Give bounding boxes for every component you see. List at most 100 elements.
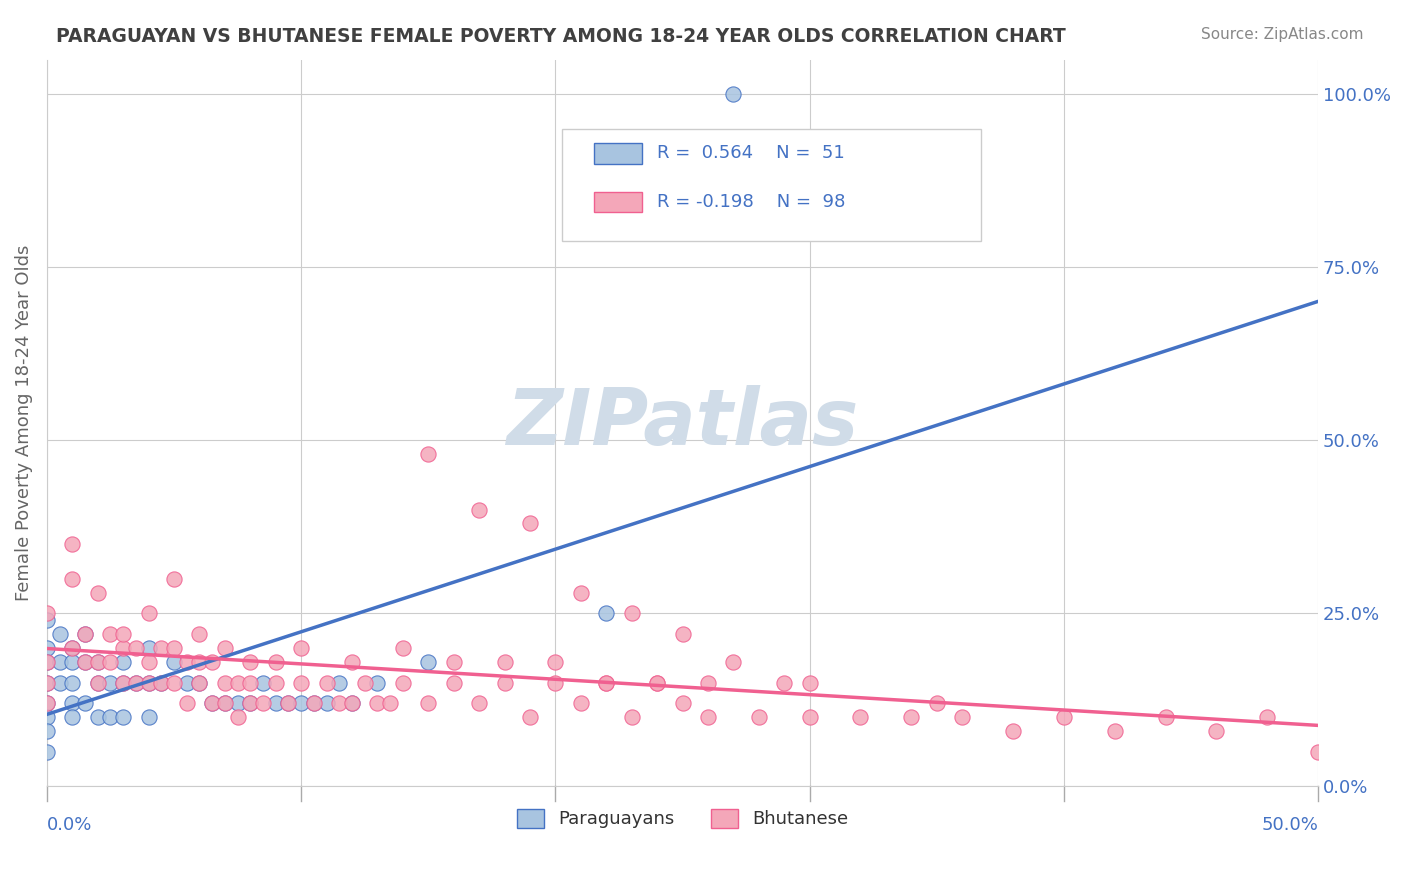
Point — [1154, 710, 1177, 724]
Point — [468, 502, 491, 516]
Point — [176, 675, 198, 690]
Text: 50.0%: 50.0% — [1261, 815, 1319, 833]
Point — [112, 710, 135, 724]
Point — [723, 87, 745, 102]
Point — [138, 655, 160, 669]
Point — [35, 655, 58, 669]
Point — [188, 627, 211, 641]
Point — [138, 607, 160, 621]
Point — [569, 585, 592, 599]
Point — [366, 675, 388, 690]
Point — [773, 675, 796, 690]
Point — [645, 675, 668, 690]
Point — [328, 675, 350, 690]
Point — [201, 655, 224, 669]
Point — [595, 607, 617, 621]
Point — [595, 675, 617, 690]
FancyBboxPatch shape — [593, 192, 641, 212]
Point — [277, 697, 299, 711]
Point — [112, 655, 135, 669]
Point — [315, 697, 337, 711]
Point — [252, 675, 274, 690]
Point — [73, 655, 96, 669]
Point — [697, 675, 720, 690]
Point — [239, 655, 262, 669]
Point — [35, 675, 58, 690]
Point — [315, 675, 337, 690]
Point — [544, 675, 567, 690]
Point — [264, 697, 287, 711]
Point — [378, 697, 401, 711]
Point — [73, 627, 96, 641]
Point — [73, 627, 96, 641]
Point — [264, 675, 287, 690]
Point — [252, 697, 274, 711]
Point — [73, 697, 96, 711]
Point — [35, 697, 58, 711]
Point — [226, 675, 249, 690]
Point — [468, 697, 491, 711]
Point — [443, 675, 465, 690]
Point — [353, 675, 375, 690]
Point — [100, 710, 122, 724]
Point — [302, 697, 325, 711]
Point — [150, 675, 173, 690]
Point — [100, 627, 122, 641]
Point — [138, 640, 160, 655]
Point — [620, 607, 643, 621]
Point — [163, 655, 186, 669]
Point — [392, 675, 415, 690]
Point — [418, 697, 440, 711]
Point — [645, 675, 668, 690]
Point — [239, 697, 262, 711]
Point — [544, 655, 567, 669]
Point — [87, 675, 110, 690]
Point — [290, 675, 312, 690]
Point — [138, 710, 160, 724]
Point — [188, 675, 211, 690]
Legend: Paraguayans, Bhutanese: Paraguayans, Bhutanese — [509, 802, 855, 836]
Point — [138, 675, 160, 690]
Point — [60, 675, 83, 690]
Point — [35, 710, 58, 724]
Point — [201, 697, 224, 711]
Point — [214, 640, 236, 655]
Point — [277, 697, 299, 711]
Point — [340, 697, 363, 711]
Point — [112, 675, 135, 690]
Point — [1002, 724, 1025, 739]
Point — [125, 640, 148, 655]
Point — [35, 607, 58, 621]
Point — [671, 697, 693, 711]
Point — [112, 675, 135, 690]
Point — [163, 572, 186, 586]
Point — [87, 710, 110, 724]
Point — [100, 675, 122, 690]
Text: Source: ZipAtlas.com: Source: ZipAtlas.com — [1201, 27, 1364, 42]
Point — [799, 710, 821, 724]
Point — [48, 627, 70, 641]
Point — [214, 697, 236, 711]
Point — [900, 710, 922, 724]
Point — [35, 640, 58, 655]
Point — [87, 675, 110, 690]
Point — [112, 640, 135, 655]
FancyBboxPatch shape — [562, 128, 981, 242]
Point — [35, 697, 58, 711]
Point — [519, 710, 541, 724]
Point — [264, 655, 287, 669]
Point — [302, 697, 325, 711]
Point — [290, 697, 312, 711]
Text: ZIPatlas: ZIPatlas — [506, 385, 859, 461]
Point — [925, 697, 948, 711]
Point — [100, 655, 122, 669]
Point — [138, 675, 160, 690]
Point — [748, 710, 770, 724]
Point — [595, 675, 617, 690]
Point — [418, 655, 440, 669]
FancyBboxPatch shape — [593, 144, 641, 163]
Point — [226, 697, 249, 711]
Point — [366, 697, 388, 711]
Point — [112, 627, 135, 641]
Point — [188, 655, 211, 669]
